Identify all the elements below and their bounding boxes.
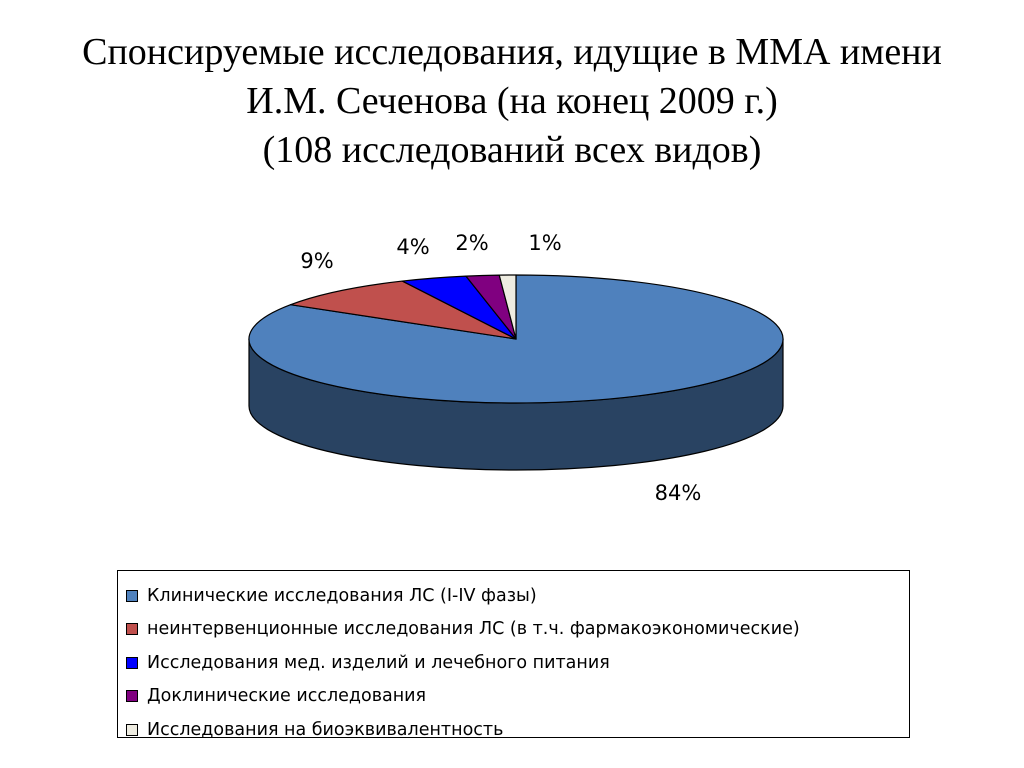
legend-label-bioequivalence: Исследования на биоэквивалентность xyxy=(147,719,504,740)
chart-legend: Клинические исследования ЛС (I-IV фазы) … xyxy=(117,570,910,740)
pie-labels: 84% 9% 4% 2% 1% xyxy=(300,231,701,505)
legend-swatch-medical-devices xyxy=(126,656,138,669)
title-line-3: (108 исследований всех видов) xyxy=(262,129,762,171)
legend-item-clinical: Клинические исследования ЛС (I-IV фазы) xyxy=(126,579,909,613)
page-title: Спонсируемые исследования, идущие в ММА … xyxy=(0,28,1024,175)
legend-swatch-bioequivalence xyxy=(126,723,138,736)
data-label-medical-devices: 4% xyxy=(396,235,429,259)
legend-swatch-preclinical xyxy=(126,690,138,703)
legend-item-preclinical: Доклинические исследования xyxy=(126,680,909,714)
legend-item-bioequivalence: Исследования на биоэквивалентность xyxy=(126,713,909,747)
data-label-bioequivalence: 1% xyxy=(528,231,561,255)
legend-label-noninterventional: неинтервенционные исследования ЛС (в т.ч… xyxy=(147,619,800,640)
data-label-clinical: 84% xyxy=(655,481,702,505)
pie-chart: 84% 9% 4% 2% 1% xyxy=(248,231,784,505)
pie-top xyxy=(248,274,784,404)
legend-item-medical-devices: Исследования мед. изделий и лечебного пи… xyxy=(126,646,909,680)
legend-label-clinical: Клинические исследования ЛС (I-IV фазы) xyxy=(147,585,537,606)
pie-slice-bioequivalence xyxy=(498,274,517,340)
title-line-1: Спонсируемые исследования, идущие в ММА … xyxy=(82,31,942,73)
legend-label-preclinical: Доклинические исследования xyxy=(147,686,427,707)
pie-slice-noninterventional xyxy=(289,280,517,340)
data-label-preclinical: 2% xyxy=(455,231,488,255)
legend-swatch-noninterventional xyxy=(126,623,138,636)
legend-item-noninterventional: неинтервенционные исследования ЛС (в т.ч… xyxy=(126,613,909,647)
title-line-2: И.М. Сеченова (на конец 2009 г.) xyxy=(246,80,778,122)
legend-label-medical-devices: Исследования мед. изделий и лечебного пи… xyxy=(147,652,610,673)
data-label-noninterventional: 9% xyxy=(300,249,333,273)
legend-swatch-clinical xyxy=(126,589,138,602)
